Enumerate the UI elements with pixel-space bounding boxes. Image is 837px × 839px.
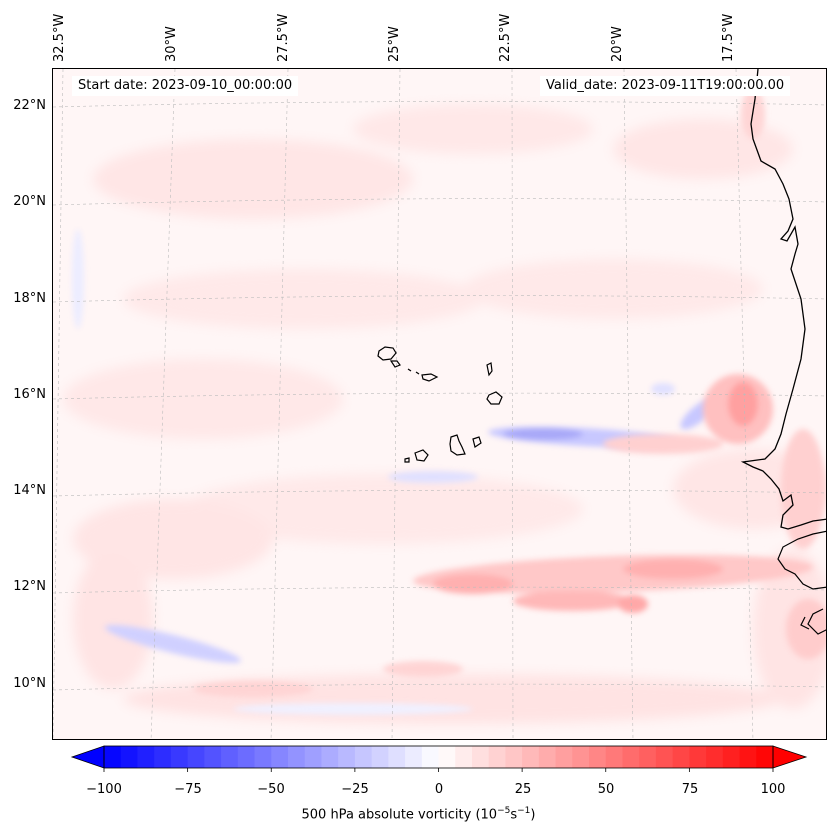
cb-tick-label: −25 (341, 782, 369, 797)
guinea-coast (777, 530, 826, 635)
lon-label-27-5w: 27.5°W (276, 13, 291, 62)
lon-label-20w: 20°W (610, 26, 625, 62)
island-boa-vista (486, 391, 503, 405)
colorbar-cell (120, 746, 139, 768)
colorbar-cell (254, 746, 272, 768)
colorbar-cell (438, 746, 456, 768)
colorbar-cell (739, 746, 757, 768)
cb-tick-label: −50 (257, 782, 285, 797)
colorbar-cell (421, 746, 440, 768)
colorbar-cell (505, 746, 523, 768)
colorbar-cell (622, 746, 640, 768)
cb-tick-label: −75 (174, 782, 202, 797)
valid-date-label: Valid_date: 2023-09-11T19:00:00.00 (540, 76, 791, 96)
lon-label-22-5w: 22.5°W (498, 13, 513, 62)
colorbar-cell (722, 746, 741, 768)
colorbar-cell (154, 746, 172, 768)
map-panel[interactable] (52, 68, 827, 740)
africa-coastline (740, 69, 826, 530)
lon-label-17-5w: 17.5°W (721, 13, 736, 62)
colorbar-cell (455, 746, 473, 768)
colorbar-cells (104, 746, 774, 768)
colorbar-cell (187, 746, 205, 768)
start-date-label: Start date: 2023-09-10_00:00:00 (72, 76, 299, 96)
cape-verde-islands (377, 346, 503, 463)
lon-label-25w: 25°W (387, 26, 402, 62)
vorticity-map (53, 69, 826, 739)
island-sao-vicente (389, 360, 401, 368)
colorbar-title-end: ) (530, 807, 536, 823)
lat-label-20n: 20°N (13, 194, 46, 209)
island-maio (472, 436, 482, 448)
lat-label-10n: 10°N (13, 676, 46, 691)
colorbar-cell (321, 746, 339, 768)
lat-label-18n: 18°N (13, 291, 46, 306)
colorbar-cell (287, 746, 306, 768)
lat-label-12n: 12°N (13, 579, 46, 594)
colorbar-cell (639, 746, 657, 768)
colorbar-cell (371, 746, 389, 768)
colorbar-title-unit: s (510, 807, 518, 823)
colorbar-cell (388, 746, 406, 768)
cb-tick-label: −100 (86, 782, 122, 797)
lon-label-30w: 30°W (164, 26, 179, 62)
colorbar-title-text: 500 hPa absolute vorticity (10 (301, 807, 498, 823)
island-fogo (414, 449, 429, 462)
colorbar-cell (354, 746, 373, 768)
colorbar-cell (572, 746, 590, 768)
colorbar-cell (237, 746, 256, 768)
colorbar-cell (672, 746, 690, 768)
colorbar-title: 500 hPa absolute vorticity (10−5s−1) (0, 806, 837, 822)
graticule (53, 69, 826, 739)
colorbar-cell (471, 746, 490, 768)
lon-label-32-5w: 32.5°W (52, 13, 67, 62)
lat-label-16n: 16°N (13, 387, 46, 402)
colorbar-cell (522, 746, 540, 768)
colorbar-cell (104, 746, 122, 768)
colorbar-cell (655, 746, 674, 768)
lat-label-14n: 14°N (13, 483, 46, 498)
colorbar-cell (405, 746, 423, 768)
cb-tick-label: 25 (514, 782, 532, 797)
vorticity-positive-bands (193, 89, 826, 697)
colorbar-title-unit-exponent: −1 (517, 806, 531, 816)
island-sal (486, 362, 493, 377)
island-santiago (449, 434, 466, 456)
colorbar-cell (538, 746, 557, 768)
colorbar-cell (204, 746, 222, 768)
colorbar-overflow-triangle (772, 745, 808, 769)
colorbar-cell (488, 746, 507, 768)
island-sao-nicolau (421, 373, 439, 382)
lat-label-22n: 22°N (13, 98, 46, 113)
island-brava (404, 457, 410, 463)
colorbar-cell (589, 746, 607, 768)
colorbar-cell (689, 746, 707, 768)
cb-tick-label: 0 (434, 782, 444, 797)
cb-tick-label: 100 (760, 782, 786, 797)
colorbar-cell (338, 746, 356, 768)
colorbar-cell (605, 746, 624, 768)
colorbar-cell (756, 746, 774, 768)
cb-tick-label: 75 (681, 782, 699, 797)
colorbar (70, 745, 808, 772)
colorbar-cell (271, 746, 289, 768)
colorbar-cell (170, 746, 189, 768)
colorbar-cell (137, 746, 155, 768)
colorbar-ticks (103, 768, 774, 772)
colorbar-underflow-triangle (70, 745, 105, 769)
colorbar-cell (221, 746, 239, 768)
colorbar-cell (706, 746, 724, 768)
colorbar-cell (304, 746, 323, 768)
island-santo-antao (377, 346, 397, 361)
cb-tick-label: 50 (597, 782, 615, 797)
colorbar-cell (555, 746, 573, 768)
colorbar-title-exponent: −5 (497, 806, 511, 816)
